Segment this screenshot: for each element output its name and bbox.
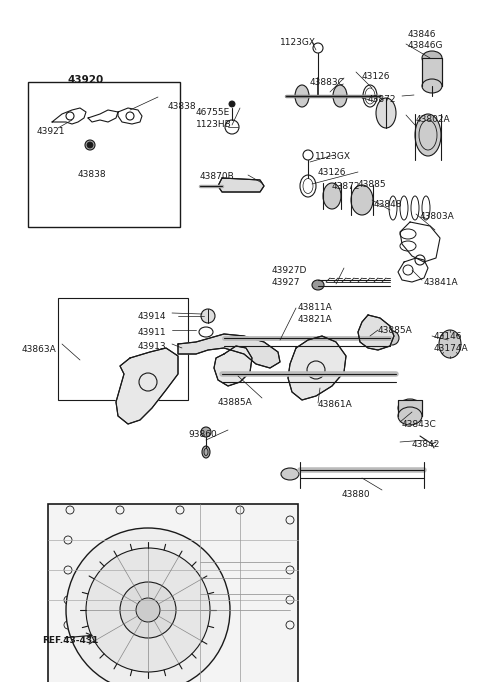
Text: 43921: 43921 — [37, 127, 65, 136]
Text: 43842: 43842 — [412, 440, 440, 449]
Ellipse shape — [415, 114, 441, 156]
Text: 43841A: 43841A — [424, 278, 458, 287]
Text: 43848: 43848 — [374, 200, 403, 209]
Text: 1123HB: 1123HB — [196, 120, 232, 129]
Text: 43803A: 43803A — [420, 212, 455, 221]
Text: 43920: 43920 — [68, 75, 104, 85]
Text: 43843C: 43843C — [402, 420, 437, 429]
Circle shape — [385, 331, 399, 345]
Ellipse shape — [333, 85, 347, 107]
Text: 43146: 43146 — [434, 332, 463, 341]
Ellipse shape — [202, 446, 210, 458]
Circle shape — [120, 582, 176, 638]
Circle shape — [201, 427, 211, 437]
Bar — [58, 298, 188, 400]
Bar — [48, 504, 298, 682]
Text: 46755E: 46755E — [196, 108, 230, 117]
Text: 43927D: 43927D — [272, 266, 307, 275]
Polygon shape — [214, 346, 252, 386]
Ellipse shape — [398, 399, 422, 417]
Text: 43174A: 43174A — [434, 344, 468, 353]
Text: 43885: 43885 — [358, 180, 386, 189]
Text: 43885A: 43885A — [378, 326, 413, 335]
Text: 43913: 43913 — [138, 342, 167, 351]
Ellipse shape — [351, 185, 373, 215]
Ellipse shape — [422, 79, 442, 93]
Ellipse shape — [281, 468, 299, 480]
Text: 43880: 43880 — [342, 490, 371, 499]
Text: 93860: 93860 — [188, 430, 217, 439]
Polygon shape — [288, 336, 346, 400]
Circle shape — [136, 598, 160, 622]
Text: 43885A: 43885A — [218, 398, 253, 407]
Text: 43846G: 43846G — [408, 41, 444, 50]
Text: 43821A: 43821A — [298, 315, 333, 324]
Text: 43911: 43911 — [138, 328, 167, 337]
Text: 43872: 43872 — [368, 95, 396, 104]
Text: 43872: 43872 — [332, 182, 360, 191]
Circle shape — [85, 140, 95, 150]
Ellipse shape — [422, 51, 442, 65]
Text: 43870B: 43870B — [200, 172, 235, 181]
Text: 43838: 43838 — [168, 102, 197, 111]
Ellipse shape — [295, 85, 309, 107]
Bar — [422, 58, 442, 86]
Text: 43126: 43126 — [362, 72, 391, 81]
Polygon shape — [358, 315, 394, 350]
Text: 43861A: 43861A — [318, 400, 353, 409]
Circle shape — [201, 309, 215, 323]
Text: 1123GX: 1123GX — [280, 38, 316, 47]
Ellipse shape — [439, 330, 461, 358]
Text: 43811A: 43811A — [298, 303, 333, 312]
Text: 43883C: 43883C — [310, 78, 345, 87]
Bar — [28, 82, 180, 227]
Text: 1123GX: 1123GX — [315, 152, 351, 161]
Text: 43914: 43914 — [138, 312, 167, 321]
Ellipse shape — [323, 183, 341, 209]
Bar — [398, 400, 422, 416]
Circle shape — [66, 528, 230, 682]
Text: 43838: 43838 — [78, 170, 107, 179]
Polygon shape — [178, 334, 280, 368]
Circle shape — [87, 142, 93, 148]
Text: 43863A: 43863A — [22, 345, 57, 354]
Ellipse shape — [398, 407, 422, 425]
Text: 43846: 43846 — [408, 30, 436, 39]
Text: REF.43-431: REF.43-431 — [42, 636, 98, 645]
Ellipse shape — [312, 280, 324, 290]
Circle shape — [86, 548, 210, 672]
Text: 43126: 43126 — [318, 168, 347, 177]
Text: 43802A: 43802A — [416, 115, 451, 124]
Circle shape — [229, 101, 235, 107]
Polygon shape — [116, 348, 178, 424]
Ellipse shape — [376, 98, 396, 128]
Text: 43927: 43927 — [272, 278, 300, 287]
Polygon shape — [218, 178, 264, 192]
